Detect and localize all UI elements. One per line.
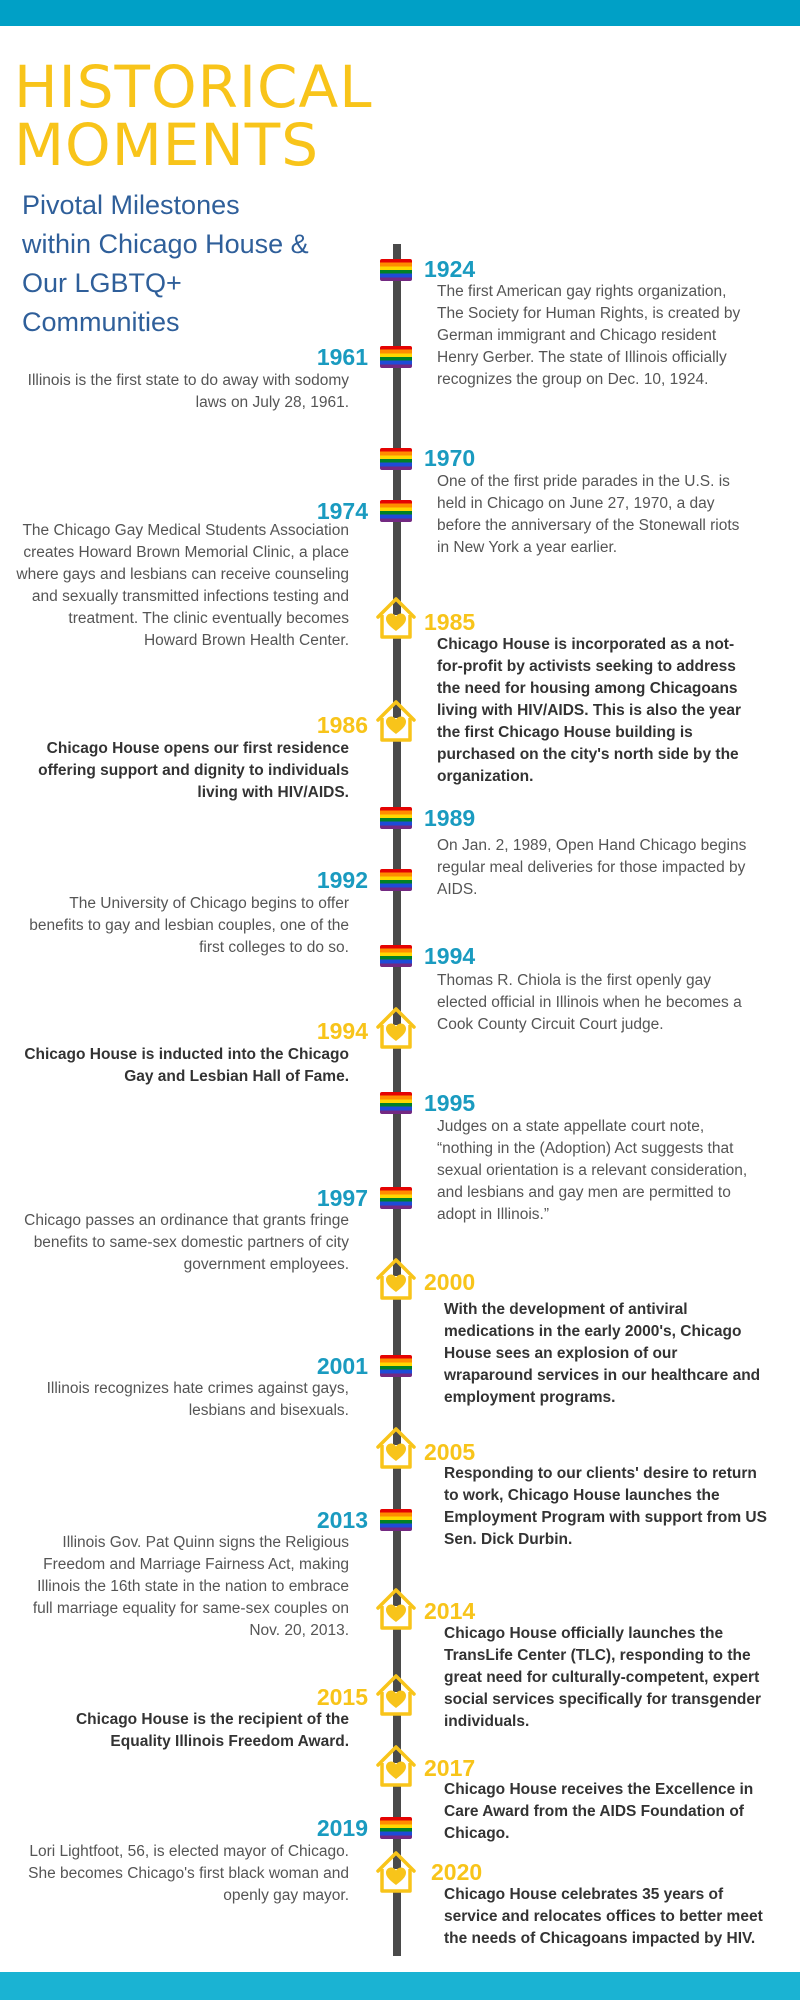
house-heart-icon [374,1849,418,1895]
event-year: 1924 [424,256,476,282]
house-heart-icon [374,1425,418,1471]
event-description: One of the first pride parades in the U.… [437,473,740,556]
house-heart-icon [374,1586,418,1632]
house-heart-icon [374,1743,418,1789]
event-description: Responding to our clients' desire to ret… [444,1465,767,1548]
event-year: 1994 [316,1018,368,1044]
event-description: Chicago House celebrates 35 years of ser… [444,1886,763,1947]
event-description: The University of Chicago begins to offe… [29,895,349,956]
event-year: 2019 [316,1815,368,1841]
event-description: The first American gay rights organizati… [437,283,741,388]
event-year: 1989 [424,805,476,831]
event-year: 2000 [424,1269,476,1295]
event-description: The Chicago Gay Medical Students Associa… [16,522,349,649]
event-description: Illinois is the first state to do away w… [27,372,349,411]
event-year: 1970 [424,445,476,471]
house-heart-icon [374,698,418,744]
rainbow-flag-icon [380,346,412,368]
event-description: Chicago House opens our first residence … [38,740,349,801]
title-line-2: MOMENTS [14,111,320,179]
title-line-1: HISTORICAL [14,53,373,121]
event-description: Chicago House officially launches the Tr… [444,1625,762,1730]
event-description: Chicago passes an ordinance that grants … [24,1212,349,1273]
event-description: Chicago House is incorporated as a not-f… [437,636,742,785]
rainbow-flag-icon [380,945,412,967]
rainbow-flag-icon [380,869,412,891]
top-bar [0,0,800,26]
event-description: Lori Lightfoot, 56, is elected mayor of … [28,1843,349,1904]
rainbow-flag-icon [380,1509,412,1531]
event-year: 1995 [424,1090,476,1116]
event-year: 1997 [316,1185,368,1211]
rainbow-flag-icon [380,1355,412,1377]
rainbow-flag-icon [380,807,412,829]
event-year: 1992 [316,867,368,893]
event-year: 1986 [316,712,368,738]
house-heart-icon [374,1005,418,1051]
event-year: 1974 [316,498,368,524]
event-year: 2013 [316,1507,368,1533]
event-description: On Jan. 2, 1989, Open Hand Chicago begin… [437,837,747,898]
event-description: Illinois Gov. Pat Quinn signs the Religi… [32,1534,349,1639]
event-year: 2001 [316,1353,368,1379]
event-description: Chicago House receives the Excellence in… [444,1781,754,1842]
event-year: 2017 [424,1755,476,1781]
event-description: Judges on a state appellate court note, … [437,1118,748,1223]
event-description: Chicago House is inducted into the Chica… [24,1046,349,1085]
event-description: Thomas R. Chiola is the first openly gay… [437,972,742,1033]
event-year: 2015 [316,1684,368,1710]
event-description: Chicago House is the recipient of the Eq… [75,1711,349,1750]
bottom-bar [0,1972,800,2000]
rainbow-flag-icon [380,448,412,470]
event-year: 2005 [424,1439,476,1465]
rainbow-flag-icon [380,1187,412,1209]
house-heart-icon [374,1256,418,1302]
page-subtitle: Pivotal Milestones within Chicago House … [22,190,309,337]
event-year: 2014 [424,1598,476,1624]
event-year: 2020 [431,1859,483,1885]
event-description: Illinois recognizes hate crimes against … [46,1380,349,1419]
rainbow-flag-icon [380,500,412,522]
rainbow-flag-icon [380,1817,412,1839]
event-year: 1961 [316,344,368,370]
house-heart-icon [374,595,418,641]
event-year: 1985 [424,609,476,635]
event-description: With the development of antiviral medica… [444,1301,761,1406]
rainbow-flag-icon [380,259,412,281]
event-year: 1994 [424,943,476,969]
page-title: HISTORICAL MOMENTS [14,58,373,174]
house-heart-icon [374,1672,418,1718]
rainbow-flag-icon [380,1092,412,1114]
